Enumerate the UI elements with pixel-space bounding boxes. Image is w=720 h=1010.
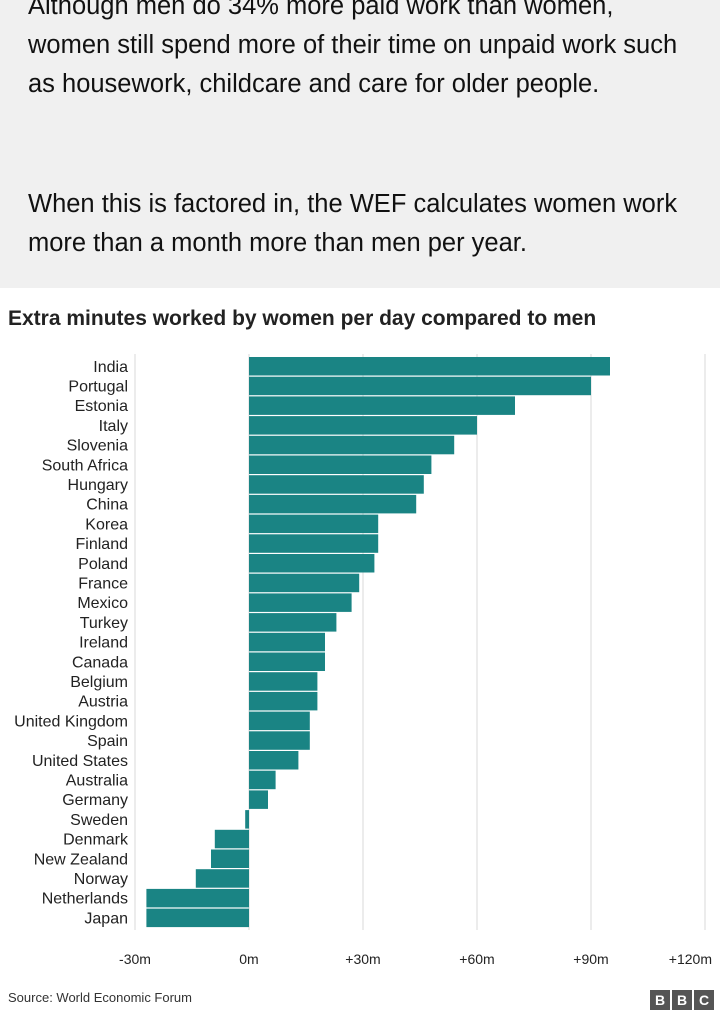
category-label: New Zealand — [34, 851, 128, 868]
bar — [249, 416, 477, 435]
category-label: Finland — [76, 536, 128, 553]
category-label: Sweden — [70, 812, 128, 829]
category-label: Turkey — [80, 615, 128, 632]
bar — [249, 691, 318, 711]
chart-title: Extra minutes worked by women per day co… — [8, 307, 597, 330]
bar — [214, 829, 249, 849]
category-label: Netherlands — [42, 891, 128, 908]
category-label: Belgium — [70, 674, 128, 691]
article-paragraph: When this is factored in, the WEF calcul… — [28, 190, 678, 257]
category-label: Denmark — [63, 832, 129, 849]
category-label: Spain — [87, 733, 128, 750]
category-label: United Kingdom — [14, 713, 128, 730]
x-tick-label: +120m — [669, 951, 712, 967]
category-label: Ireland — [79, 635, 128, 652]
bar — [249, 790, 268, 809]
bar — [195, 869, 249, 888]
category-label: China — [86, 497, 128, 514]
category-label: Italy — [99, 418, 128, 435]
bar-chart: India Portugal Estonia Italy Slovenia South A… — [14, 354, 712, 967]
bar — [249, 672, 318, 691]
bar — [249, 554, 375, 573]
category-label: Norway — [74, 871, 128, 888]
category-label: Australia — [66, 772, 128, 789]
bbc-logo-letter: B — [672, 990, 692, 1010]
category-label: South Africa — [42, 457, 128, 474]
x-tick-label: +30m — [345, 951, 380, 967]
bar — [146, 888, 249, 908]
bar — [249, 396, 515, 415]
category-label: United States — [32, 753, 128, 770]
bbc-logo-letter: C — [694, 990, 714, 1010]
bar — [249, 494, 417, 514]
category-label: France — [78, 575, 128, 592]
x-tick-label: -30m — [119, 951, 151, 967]
bar — [249, 435, 455, 455]
category-label: Japan — [84, 910, 128, 927]
category-label: Korea — [85, 516, 128, 533]
bar — [245, 810, 249, 829]
bbc-logo-letter: B — [650, 990, 670, 1010]
bar — [249, 357, 610, 376]
x-tick-label: 0m — [239, 951, 258, 967]
bar — [249, 751, 299, 770]
bar — [249, 731, 310, 750]
category-label: Portugal — [68, 378, 128, 395]
bar — [249, 534, 379, 553]
category-label: Mexico — [77, 595, 128, 612]
bbc-logo: B B C — [650, 990, 714, 1010]
bar — [146, 908, 249, 928]
category-label: Hungary — [68, 477, 128, 494]
bar — [249, 632, 325, 652]
bar — [249, 475, 424, 494]
source-note: Source: World Economic Forum — [8, 990, 192, 1005]
bar — [249, 613, 337, 632]
category-label: Poland — [78, 556, 128, 573]
bar — [249, 573, 360, 593]
bar — [249, 593, 352, 612]
category-label: Slovenia — [67, 438, 128, 455]
x-tick-label: +90m — [573, 951, 608, 967]
category-label: Germany — [62, 792, 128, 809]
article-paragraph: Although men do 34% more paid work than … — [28, 0, 678, 98]
bar — [249, 652, 325, 671]
bar — [249, 711, 310, 731]
article-text-block: Although men do 34% more paid work than … — [0, 0, 720, 288]
bar — [249, 514, 379, 534]
bar — [249, 455, 432, 474]
bar — [211, 849, 249, 868]
category-label: Estonia — [75, 398, 128, 415]
x-tick-label: +60m — [459, 951, 494, 967]
bar — [249, 770, 276, 790]
category-label: Canada — [72, 654, 128, 671]
category-label: Austria — [78, 694, 128, 711]
bar — [249, 376, 591, 396]
category-label: India — [93, 359, 128, 376]
